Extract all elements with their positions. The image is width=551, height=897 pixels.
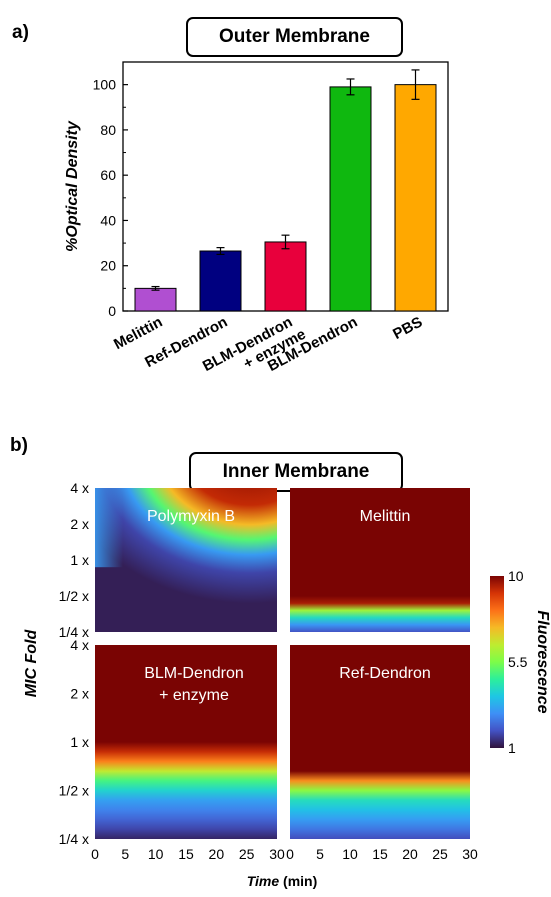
y-tick-label: 40 (100, 212, 116, 228)
bar (199, 250, 242, 312)
x-tick-label: 0 (286, 846, 294, 862)
x-tick-label: 0 (91, 846, 99, 862)
y-tick-label: 2 x (70, 686, 89, 702)
colorbar (490, 576, 504, 748)
x-tick-label: 5 (121, 846, 129, 862)
panel-b-label: b) (10, 435, 28, 456)
heatmap-overlay (95, 488, 123, 568)
y-tick-label: 80 (100, 122, 116, 138)
colorbar-tick-label: 10 (508, 568, 524, 584)
heatmap-panel-label: Polymyxin B (147, 508, 235, 525)
y-tick-label: 1/4 x (59, 624, 89, 640)
x-tick-label: 5 (316, 846, 324, 862)
heatmap-panel (290, 488, 470, 632)
x-axis-title-var: Time (247, 873, 283, 889)
y-tick-label: 60 (100, 167, 116, 183)
y-tick-label: 100 (93, 77, 117, 93)
colorbar-title: Fluorescence (534, 610, 551, 713)
y-tick-label: 4 x (70, 637, 89, 653)
x-tick-label: 20 (402, 846, 418, 862)
heatmap-panel-label-line: Ref-Dendron (339, 665, 431, 682)
x-tick-label: 15 (178, 846, 194, 862)
x-tick-label: 25 (432, 846, 448, 862)
x-tick-label: 10 (148, 846, 164, 862)
x-tick-label: 15 (372, 846, 388, 862)
heatmap-panel (95, 488, 277, 632)
x-tick-label: 30 (269, 846, 285, 862)
y-tick-label: 4 x (70, 480, 89, 496)
bar (394, 84, 437, 312)
colorbar-tick-label: 1 (508, 740, 516, 756)
panel-a-title: Outer Membrane (186, 17, 403, 57)
x-tick-label: 25 (239, 846, 255, 862)
x-tick-label: 20 (209, 846, 225, 862)
y-axis-title: MIC Fold (23, 629, 40, 698)
heatmap-panel-label-line: + enzyme (159, 687, 229, 704)
heatmap-panel-label: BLM-Dendron + enzyme (144, 665, 244, 704)
heatmap-panel-label-line: Melittin (360, 508, 411, 525)
y-tick-label: 1 x (70, 734, 89, 750)
y-tick-label: 1/4 x (59, 831, 89, 847)
bar (264, 241, 307, 312)
x-axis-title: Time (min) (247, 873, 318, 889)
heatmap-panel-label-line: Polymyxin B (147, 508, 235, 525)
heatmap-panel (290, 645, 470, 839)
x-tick-label: 10 (342, 846, 358, 862)
y-tick-label: 1 x (70, 552, 89, 568)
panel-a-label: a) (12, 22, 29, 43)
heatmap-panel-label: Ref-Dendron (339, 665, 431, 682)
y-tick-label: 20 (100, 258, 116, 274)
heatmap-panel-label: Melittin (360, 508, 411, 525)
y-tick-label: 1/2 x (59, 588, 89, 604)
y-tick-label: 2 x (70, 516, 89, 532)
x-tick-label: 30 (462, 846, 478, 862)
y-tick-label: 1/2 x (59, 783, 89, 799)
y-axis-title: %Optical Density (64, 120, 81, 252)
y-tick-label: 0 (108, 303, 116, 319)
x-axis-title-unit: (min) (283, 873, 317, 889)
colorbar-tick-label: 5.5 (508, 654, 528, 670)
heatmap-panel-label-line: BLM-Dendron (144, 665, 244, 682)
heatmap-panel (95, 645, 277, 839)
